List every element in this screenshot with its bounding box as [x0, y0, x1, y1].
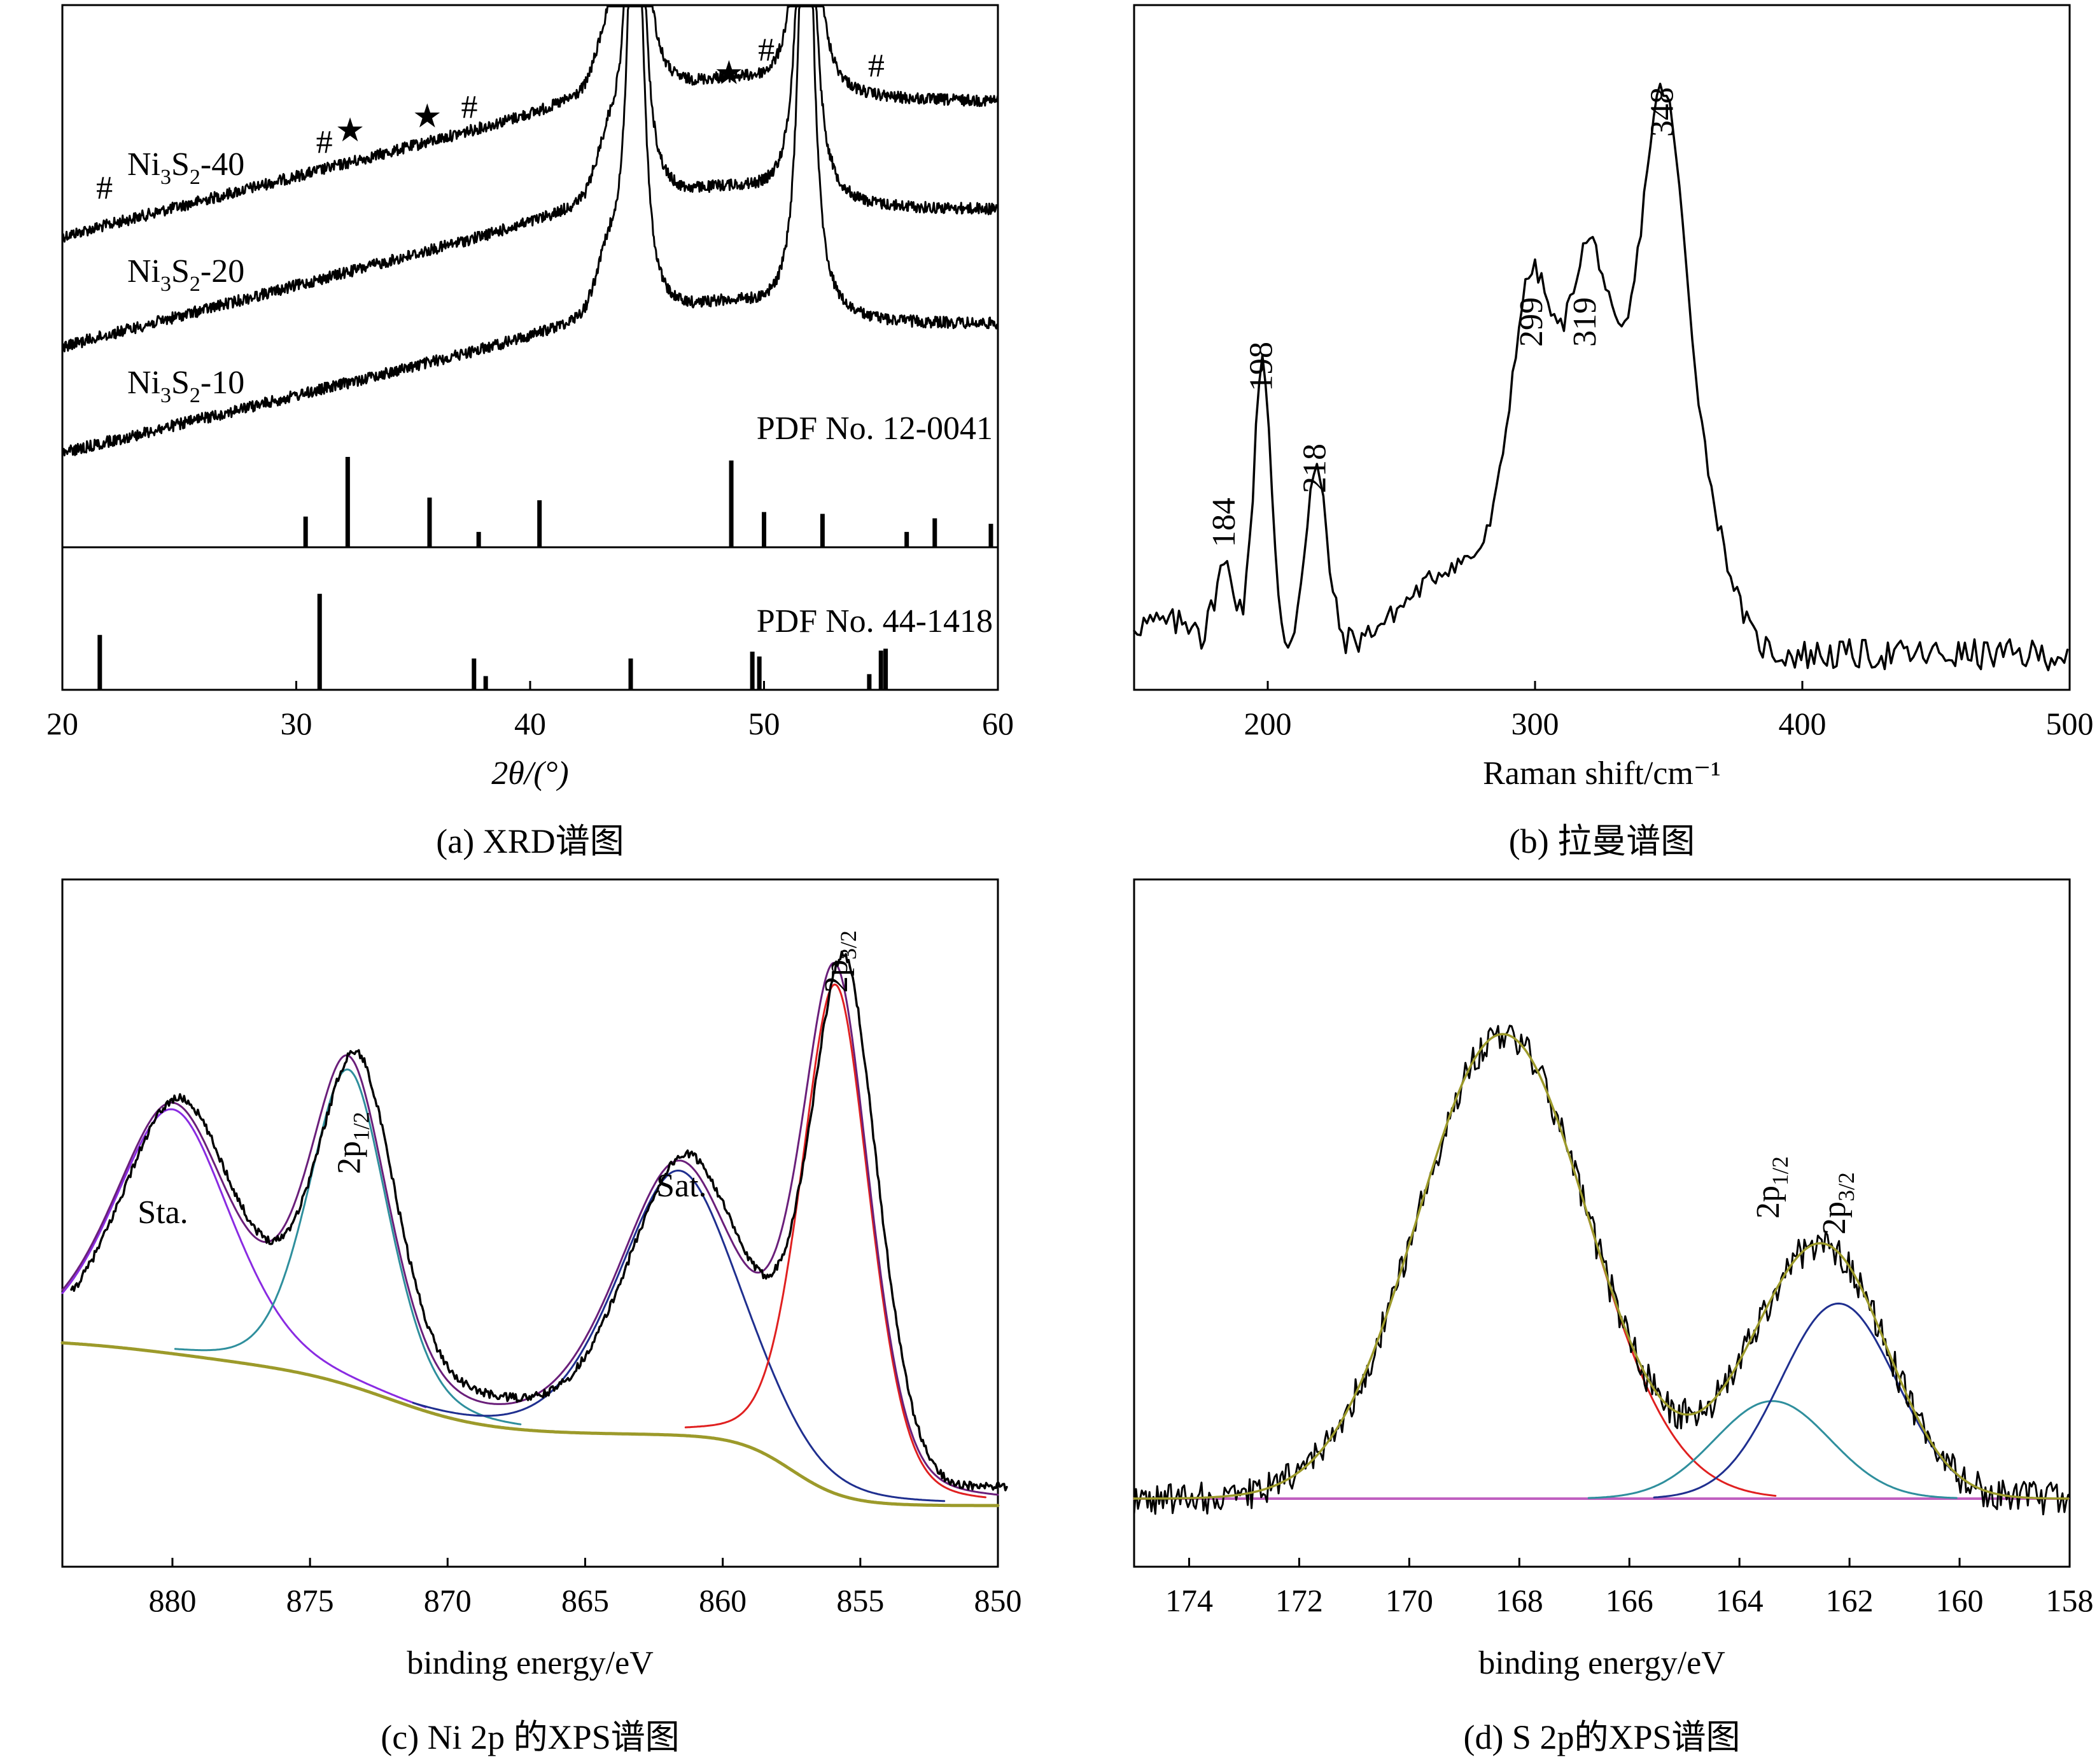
raman-peak-label-198: 198 [1244, 342, 1280, 391]
ni2p-peak-label-1: 2p1/2 [332, 1112, 374, 1174]
xrd-caption: (a) XRD谱图 [436, 822, 624, 860]
s2p-tick-label-166: 166 [1606, 1583, 1653, 1618]
phase-marker-5: ★ [714, 55, 744, 92]
raman-plot-frame [1133, 4, 2071, 691]
s2p-x-ticks: 174 172 170 168 166 164 162 160 158 [1165, 1558, 2094, 1618]
raman-tick-label-200: 200 [1244, 706, 1292, 741]
xrd-tick-label-40: 40 [514, 706, 546, 741]
ni2p-x-ticks: 880 875 870 865 860 855 850 [148, 1558, 1022, 1618]
ni2p-tick-label-870: 870 [424, 1583, 472, 1618]
raman-peak-label-299: 299 [1513, 297, 1550, 347]
xrd-tick-label-20: 20 [46, 706, 78, 741]
raman-trace [1133, 82, 2069, 671]
xrd-trace-ni3s2-20 [61, 5, 999, 353]
s2p-peak-label-0: 2p1/2 [1750, 1156, 1793, 1219]
raman-x-axis-title: Raman shift/cm⁻¹ [1483, 755, 1721, 792]
raman-peak-label-218: 218 [1297, 444, 1333, 493]
s2p-tick-label-170: 170 [1385, 1583, 1433, 1618]
s2p-component-2p3/2 [1653, 1302, 2023, 1499]
s2p-raw-data-line [1133, 1025, 2070, 1516]
xrd-tick-label-30: 30 [281, 706, 312, 741]
ni2p-plot-frame [61, 878, 999, 1568]
ni2p-tick-label-875: 875 [286, 1583, 334, 1618]
ni2p-component-2p3/2 [684, 983, 986, 1499]
s2p-peak-label-1: 2p3/2 [1816, 1172, 1859, 1235]
phase-marker-4: # [461, 89, 477, 125]
ni2p-peak-label-0: Sta. [137, 1194, 188, 1231]
ni2p-peak-label-2: Sat. [656, 1168, 706, 1204]
s2p-component-sulfate [1229, 1033, 1777, 1497]
ni2p-tick-label-880: 880 [148, 1583, 196, 1618]
ni2p-background-line [60, 1341, 1000, 1508]
ni2p-component-2p1/2 [174, 1068, 522, 1425]
phase-marker-7: # [868, 48, 885, 84]
xrd-tick-label-60: 60 [982, 706, 1014, 741]
xrd-x-axis-title: 2θ/(°) [491, 755, 568, 792]
s2p-tick-label-162: 162 [1826, 1583, 1874, 1618]
s2p-tick-label-158: 158 [2046, 1583, 2094, 1618]
ni2p-x-axis-title: binding energy/eV [407, 1645, 654, 1681]
ni2p-tick-label-855: 855 [836, 1583, 884, 1618]
series-label-ni3s2-20: Ni3S2-20 [127, 253, 244, 296]
raman-caption: (b) 拉曼谱图 [1509, 822, 1695, 860]
s2p-tick-label-164: 164 [1716, 1583, 1764, 1618]
phase-marker-2: ★ [335, 113, 365, 149]
ni2p-tick-label-850: 850 [974, 1583, 1022, 1618]
s2p-envelope-line [1133, 1033, 2070, 1500]
raman-peak-labels: 184 198 218 299 319 348 [1206, 87, 1681, 547]
ni2p-envelope-line [61, 962, 999, 1496]
phase-marker-3: ★ [412, 99, 442, 135]
s2p-tick-label-160: 160 [1936, 1583, 1984, 1618]
raman-spectrum-line [1133, 82, 2069, 671]
ref-label-12-0041: PDF No. 12-0041 [757, 410, 993, 447]
phase-marker-1: # [316, 124, 333, 160]
phase-marker-0: # [96, 170, 113, 206]
ni2p-peak-label-3: 2p3/2 [818, 930, 861, 993]
phase-marker-6: # [758, 32, 775, 68]
xrd-phase-markers: ## ★ ★ #★# # [96, 32, 885, 206]
raman-peak-label-184: 184 [1206, 498, 1242, 547]
panel-c-ni2p-xps: Sta. 2p1/2 Sat. 2p3/2 880 875 870 865 860 855 850… [60, 878, 1022, 1756]
s2p-tick-label-174: 174 [1165, 1583, 1213, 1618]
ni2p-tick-label-865: 865 [561, 1583, 609, 1618]
ni2p-caption: (c) Ni 2p 的XPS谱图 [381, 1718, 680, 1756]
s2p-x-axis-title: binding energy/eV [1478, 1645, 1725, 1681]
xrd-plot-frame [61, 4, 999, 691]
ni2p-peak-labels: Sta. 2p1/2 Sat. 2p3/2 [137, 930, 861, 1231]
xrd-trace-ni3s2-10 [61, 5, 999, 457]
raman-peak-label-348: 348 [1645, 87, 1681, 137]
xrd-x-ticks: 20 30 40 50 60 [46, 681, 1014, 741]
ni2p-component-satellite-low [61, 1108, 427, 1408]
xrd-tick-label-50: 50 [748, 706, 780, 741]
ref-label-44-1418: PDF No. 44-1418 [757, 603, 993, 640]
series-label-ni3s2-40: Ni3S2-40 [127, 146, 244, 189]
raman-tick-label-300: 300 [1511, 706, 1559, 741]
series-label-ni3s2-10: Ni3S2-10 [127, 365, 244, 407]
ni2p-component-satellite-high [412, 1170, 946, 1502]
raman-tick-label-400: 400 [1779, 706, 1827, 741]
xrd-traces [61, 5, 999, 457]
panel-b-raman: 184 198 218 299 319 348 200 300 400 500 Raman sh… [1133, 4, 2094, 860]
ni2p-traces [60, 950, 1008, 1508]
panel-d-s2p-xps: 2p1/2 2p3/2 174 172 170 168 166 164 162 160 158 b… [1133, 878, 2094, 1756]
raman-peak-label-319: 319 [1567, 297, 1603, 347]
xrd-reference-sticks [97, 457, 993, 690]
ni2p-tick-label-860: 860 [699, 1583, 747, 1618]
s2p-component-2p1/2 [1587, 1400, 1958, 1499]
ni2p-raw-data-line [70, 950, 1008, 1492]
xrd-trace-ni3s2-40 [61, 5, 999, 243]
s2p-caption: (d) S 2p的XPS谱图 [1463, 1718, 1740, 1756]
s2p-traces [1133, 1025, 2070, 1516]
panel-a-xrd: ## ★ ★ #★# # 20 30 40 50 60 Ni3S2-40 Ni3S2-20 Ni… [46, 4, 1014, 860]
s2p-plot-frame [1133, 878, 2071, 1568]
raman-x-ticks: 200 300 400 500 [1244, 681, 2094, 741]
s2p-peak-labels: 2p1/2 2p3/2 [1750, 1156, 1859, 1235]
s2p-tick-label-168: 168 [1496, 1583, 1543, 1618]
raman-tick-label-500: 500 [2046, 706, 2094, 741]
s2p-tick-label-172: 172 [1275, 1583, 1323, 1618]
